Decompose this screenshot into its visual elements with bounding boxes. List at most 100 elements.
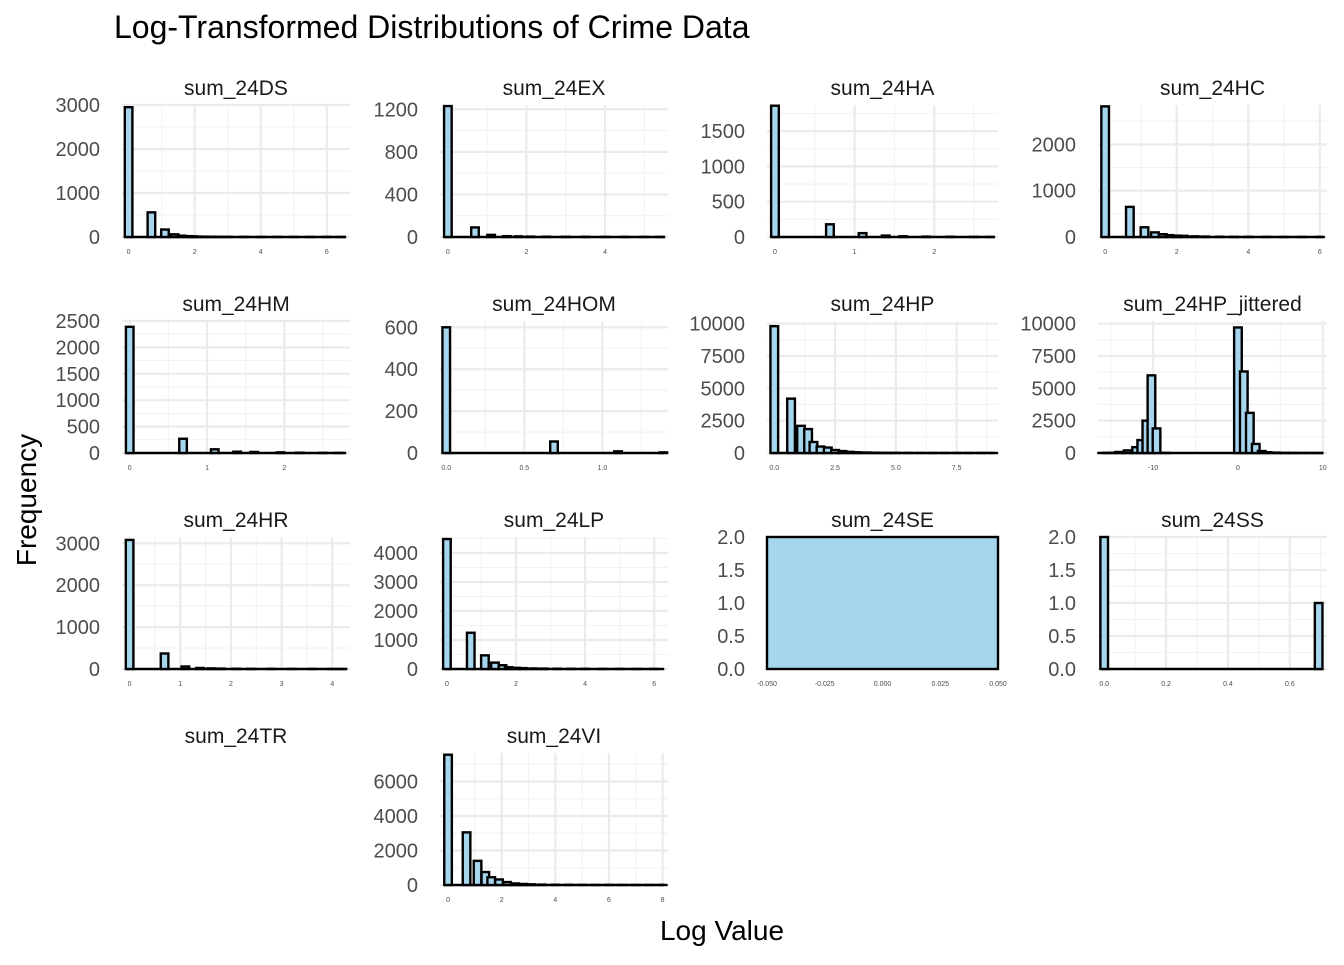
- y-tick-label: 0: [89, 443, 100, 465]
- histogram-bar: [1124, 450, 1132, 453]
- panel-title: sum_24SE: [831, 509, 934, 532]
- x-tick-label: 0: [1103, 249, 1107, 256]
- histogram-bar: [1180, 236, 1188, 237]
- x-tick-label: 10: [1319, 465, 1327, 472]
- x-tick-label: 0.0: [441, 465, 451, 472]
- x-tick-label: 0: [446, 249, 450, 256]
- x-tick-label: 0.6: [1285, 681, 1295, 688]
- x-tick-label: 1: [178, 681, 182, 688]
- gridlines: [440, 105, 668, 237]
- x-tick-label: 0: [1236, 465, 1240, 472]
- y-axis: 0 1000 2000 3000: [56, 533, 101, 681]
- y-tick-label: 0: [89, 227, 100, 249]
- x-tick-label: 4: [583, 681, 587, 688]
- histogram-bar: [474, 861, 482, 885]
- histogram-bar: [211, 449, 219, 453]
- histogram-bar: [511, 883, 519, 885]
- panel-title: sum_24HP: [831, 293, 935, 316]
- x-axis-title: Log Value: [660, 915, 784, 946]
- y-tick-label: 2500: [56, 311, 101, 333]
- y-tick-label: 1000: [56, 617, 101, 639]
- histogram-bar: [527, 884, 535, 885]
- y-tick-label: 0.0: [1048, 659, 1076, 681]
- histogram-bar: [161, 230, 169, 237]
- x-tick-label: -10: [1148, 465, 1158, 472]
- y-tick-label: 1.0: [1048, 593, 1076, 615]
- panel-title: sum_24VI: [507, 725, 602, 748]
- x-tick-label: 0: [128, 681, 132, 688]
- x-tick-label: 6: [325, 249, 329, 256]
- x-tick-label: 0: [127, 249, 131, 256]
- histogram-bar: [487, 235, 495, 237]
- x-tick-label: -0.050: [757, 681, 777, 688]
- histogram-bar: [126, 540, 134, 669]
- panel-title: sum_24SS: [1161, 509, 1264, 532]
- histogram-bar: [519, 668, 527, 669]
- panel-title: sum_24HC: [1160, 77, 1265, 100]
- y-tick-label: 0: [407, 227, 418, 249]
- histogram-bar: [515, 236, 523, 237]
- histogram-bar: [550, 441, 558, 453]
- y-tick-label: 1000: [374, 630, 419, 652]
- histogram-bar: [196, 668, 204, 669]
- bars: [443, 539, 664, 669]
- y-tick-label: 2000: [374, 840, 419, 862]
- histogram-bar: [770, 326, 778, 453]
- y-tick-label: 3000: [374, 572, 419, 594]
- gridlines: [1098, 537, 1327, 669]
- y-tick-label: 0: [407, 659, 418, 681]
- bars: [126, 540, 346, 669]
- y-tick-label: 0.0: [717, 659, 745, 681]
- y-tick-label: 1000: [701, 156, 746, 178]
- y-tick-label: 7500: [1032, 346, 1077, 368]
- y-tick-label: 0: [407, 443, 418, 465]
- y-axis-title: Frequency: [11, 434, 42, 566]
- panel-title: sum_24HOM: [492, 293, 616, 316]
- histogram-bar: [444, 755, 452, 885]
- histogram-bar: [471, 227, 479, 237]
- y-tick-label: 1000: [1032, 181, 1077, 203]
- x-tick-label: 2.5: [830, 465, 840, 472]
- y-tick-label: 0: [89, 659, 100, 681]
- histogram-bar: [882, 236, 890, 237]
- bars: [126, 327, 346, 453]
- histogram-bar: [233, 452, 241, 453]
- y-tick-label: 1.5: [1048, 560, 1076, 582]
- y-tick-label: 2000: [56, 575, 101, 597]
- x-tick-label: 1.0: [598, 465, 608, 472]
- histogram-bar: [467, 633, 475, 669]
- y-tick-label: 400: [385, 184, 418, 206]
- panel-title: sum_24HP_jittered: [1123, 293, 1302, 316]
- y-tick-label: 500: [712, 192, 745, 214]
- histogram-bar: [519, 884, 527, 885]
- histogram-bar: [859, 233, 867, 237]
- y-tick-label: 0: [1065, 443, 1076, 465]
- histogram-bar: [1126, 207, 1134, 237]
- x-tick-label: 0: [773, 249, 777, 256]
- x-tick-label: 6: [607, 897, 611, 904]
- panel-title: sum_24TR: [185, 725, 288, 748]
- y-tick-label: 3000: [56, 533, 101, 555]
- y-tick-label: 1500: [701, 121, 746, 143]
- bars: [767, 537, 998, 669]
- y-tick-label: 1.5: [717, 560, 745, 582]
- x-tick-label: 2: [932, 249, 936, 256]
- y-tick-label: 2000: [1032, 134, 1077, 156]
- histogram-bar: [503, 236, 511, 237]
- y-tick-label: 800: [385, 142, 418, 164]
